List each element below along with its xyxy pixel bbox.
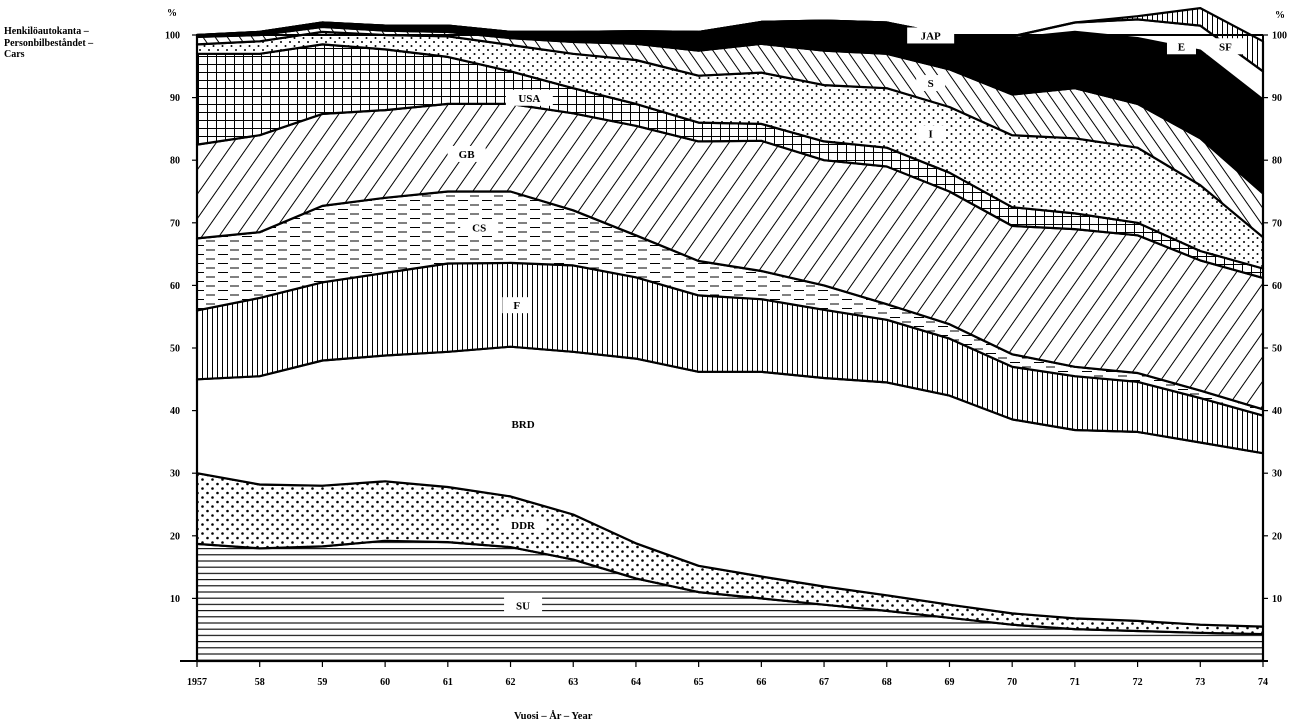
x-tick-label: 64 xyxy=(631,677,641,688)
x-tick-label: 63 xyxy=(568,677,578,688)
y-tick-label-left: 60 xyxy=(170,281,180,292)
series-label-cs: CS xyxy=(472,222,486,234)
series-label-s: S xyxy=(928,78,934,90)
y-tick-label-left: 50 xyxy=(170,344,180,355)
x-tick-label: 66 xyxy=(756,677,766,688)
y-tick-label-right: 10 xyxy=(1272,594,1282,605)
x-tick-label: 62 xyxy=(506,677,516,688)
x-tick-label: 59 xyxy=(317,677,327,688)
x-tick-label: 68 xyxy=(882,677,892,688)
series-label-jap: JAP xyxy=(921,30,941,42)
y-tick-label-right: 100 xyxy=(1272,31,1287,42)
y-tick-label-right: 70 xyxy=(1272,218,1282,229)
y-axis-unit-left: % xyxy=(167,8,177,19)
x-tick-label: 74 xyxy=(1258,677,1268,688)
y-tick-label-left: 40 xyxy=(170,406,180,417)
series-label-sf: SF xyxy=(1219,41,1232,53)
area-series-group xyxy=(197,8,1263,661)
x-tick-label: 73 xyxy=(1195,677,1205,688)
y-tick-label-left: 90 xyxy=(170,93,180,104)
x-tick-label: 70 xyxy=(1007,677,1017,688)
series-label-su: SU xyxy=(516,600,530,612)
y-tick-label-right: 80 xyxy=(1272,156,1282,167)
x-tick-label: 67 xyxy=(819,677,829,688)
y-tick-label-right: 40 xyxy=(1272,406,1282,417)
y-tick-label-left: 70 xyxy=(170,218,180,229)
y-tick-label-left: 100 xyxy=(165,31,180,42)
y-tick-label-right: 20 xyxy=(1272,531,1282,542)
y-tick-label-right: 90 xyxy=(1272,93,1282,104)
series-label-e: E xyxy=(1178,41,1185,53)
y-tick-label-right: 30 xyxy=(1272,469,1282,480)
y-tick-label-left: 80 xyxy=(170,156,180,167)
x-tick-label: 1957 xyxy=(187,677,207,688)
series-label-ddr: DDR xyxy=(511,520,536,532)
series-label-usa: USA xyxy=(518,93,540,105)
x-tick-label: 69 xyxy=(944,677,954,688)
series-label-brd: BRD xyxy=(511,419,534,431)
y-tick-label-left: 20 xyxy=(170,531,180,542)
x-tick-label: 65 xyxy=(694,677,704,688)
x-tick-label: 60 xyxy=(380,677,390,688)
y-tick-label-right: 50 xyxy=(1272,344,1282,355)
x-tick-label: 72 xyxy=(1133,677,1143,688)
y-tick-label-left: 30 xyxy=(170,469,180,480)
x-tick-label: 71 xyxy=(1070,677,1080,688)
series-label-f: F xyxy=(513,300,520,312)
y-tick-label-left: 10 xyxy=(170,594,180,605)
y-tick-label-right: 60 xyxy=(1272,281,1282,292)
x-tick-label: 58 xyxy=(255,677,265,688)
x-tick-label: 61 xyxy=(443,677,453,688)
series-label-i: I xyxy=(929,128,933,140)
series-label-gb: GB xyxy=(459,149,476,161)
y-axis-unit-right: % xyxy=(1275,10,1285,21)
